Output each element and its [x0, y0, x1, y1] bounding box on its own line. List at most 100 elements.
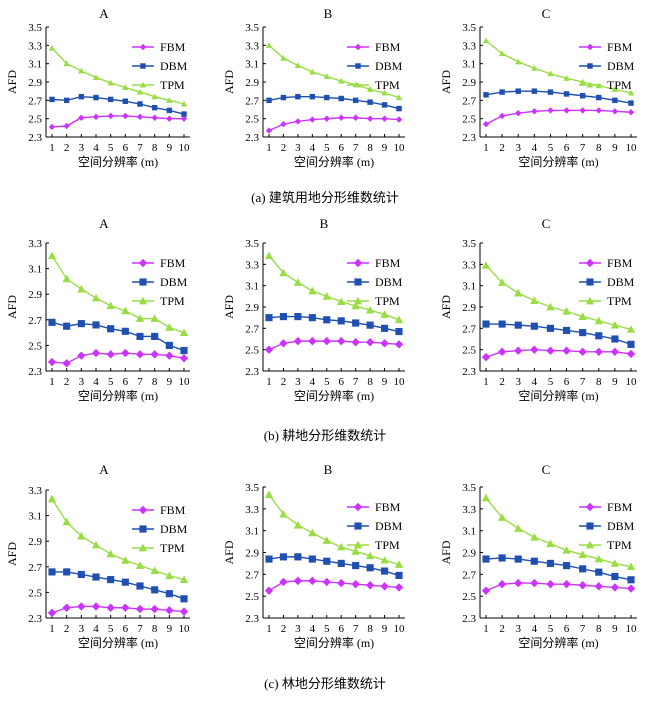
panel-a-a-point-tpm	[122, 84, 129, 91]
panel-a-c-point-fbm	[595, 107, 602, 114]
panel-b-b-y-tick-label: 2.3	[245, 366, 259, 378]
panel-a-c-x-tick-label: 3	[515, 142, 521, 154]
panel-b-c-y-tick-label: 3.5	[462, 238, 476, 250]
panel-a-b-legend-marker-fbm	[354, 43, 362, 51]
panel-b-b-y-tick-label: 2.7	[245, 323, 259, 335]
panel-a-a-point-fbm	[136, 113, 144, 121]
panel-a-b-y-tick-label: 2.5	[245, 114, 259, 126]
panel-c-c-y-tick-label: 3.3	[462, 504, 476, 516]
panel-c-b-y-tick-label: 3.3	[245, 504, 259, 516]
panel-a-c-y-axis-label: AFD	[439, 70, 453, 94]
panel-a-c-point-fbm	[547, 107, 554, 114]
panel-b-c-y-tick-label: 3.1	[462, 281, 476, 293]
panel-c-b-point-fbm	[264, 586, 274, 595]
panel-a-b-point-fbm	[265, 127, 273, 134]
panel-a-a-line-dbm	[51, 95, 185, 115]
panel-c-c-point-fbm	[562, 579, 571, 589]
panel-c-c-x-tick-label: 9	[612, 623, 618, 635]
panel-b-c-x-tick-label: 8	[596, 376, 602, 388]
panel-b-c-point-fbm	[514, 346, 523, 355]
panel-b-b-legend-label-fbm: FBM	[375, 256, 401, 270]
panel-a-c-point-fbm	[563, 107, 570, 114]
panel-c-b-point-tpm	[365, 551, 375, 560]
panel-a-a-line-fbm	[51, 115, 184, 128]
panel-a-c-legend-label-tpm: TPM	[607, 78, 632, 92]
panel-c-c-point-dbm	[530, 557, 538, 565]
panel-b-b-y-tick-label: 3.3	[245, 259, 259, 271]
panel-c-c-point-dbm	[482, 555, 490, 563]
panel-c-a-point-fbm	[91, 602, 101, 611]
panel-a-b-x-tick-label: 8	[367, 142, 373, 154]
panel-b-b-point-tpm	[322, 292, 331, 300]
panel-b-b-point-fbm	[293, 336, 303, 346]
panel-c-c-point-tpm	[546, 539, 555, 548]
panel-b-a-x-tick-label: 7	[137, 376, 143, 388]
panel-a-b-point-dbm	[266, 97, 272, 104]
panel-b-b-y-tick-label: 3.1	[245, 281, 259, 293]
panel-b-c-y-tick-label: 2.3	[462, 366, 476, 378]
panel-c-c-point-tpm	[594, 554, 603, 563]
panel-b-c-point-dbm	[482, 320, 490, 328]
panel-a-a-legend-label-tpm: TPM	[160, 78, 185, 92]
panel-a-b-point-tpm	[395, 94, 403, 101]
panel-b-a-x-tick-label: 5	[108, 376, 114, 388]
panel-b-a-x-tick-label: 2	[64, 376, 70, 388]
panel-a-b-point-fbm	[395, 116, 403, 123]
panel-b-b-x-tick-label: 3	[295, 376, 301, 388]
panel-c-c-point-tpm	[562, 546, 571, 554]
panel-c-c-point-dbm	[546, 559, 555, 567]
panel-c-a-x-tick-label: 5	[108, 623, 114, 635]
panel-c-a-point-fbm	[106, 603, 115, 612]
panel-c-a-y-axis-label: AFD	[5, 542, 19, 566]
panel-a-b-legend-marker-tpm	[354, 81, 362, 88]
panel-a-b-point-fbm	[366, 115, 374, 122]
panel-b-c-point-dbm	[579, 329, 587, 337]
panel-c-a-legend-marker-tpm	[138, 543, 148, 552]
panel-b-a-point-tpm	[135, 314, 145, 322]
panel-c-b-x-tick-label: 6	[338, 623, 344, 635]
panel-b-a-point-tpm	[91, 293, 101, 302]
panel-c-a-y-tick-label: 2.3	[28, 613, 42, 625]
panel-b-a-point-dbm	[165, 341, 173, 349]
panel-c-c-point-dbm	[514, 555, 522, 563]
panel-c-a-y-tick-label: 2.5	[28, 587, 42, 599]
panel-a-c-line-dbm	[485, 90, 632, 104]
panel-a-a-legend-label-dbm: DBM	[160, 59, 188, 73]
panel-b-a-legend-label-fbm: FBM	[160, 256, 186, 270]
panel-b-c-x-tick-label: 1	[483, 376, 489, 388]
panel-c-a-line-dbm	[52, 571, 185, 600]
panel-a-a-legend-marker-tpm	[139, 81, 147, 88]
panel-c-a-title: A	[99, 462, 109, 477]
panel-a-b-point-dbm	[324, 94, 330, 101]
panel-a-a-line-tpm	[51, 47, 185, 105]
panel-a-a-x-tick-label: 7	[137, 142, 143, 154]
panel-c-c-line-dbm	[485, 557, 632, 581]
panel-a-c-x-axis-label: 空间分辨率 (m)	[518, 154, 598, 169]
panel-a-c-point-fbm	[579, 107, 586, 114]
panel-a-a-point-tpm	[92, 74, 100, 80]
panel-b-b-x-tick-label: 7	[353, 376, 359, 388]
panel-c-a-point-dbm	[136, 582, 144, 590]
panel-b-c-legend-label-tpm: TPM	[607, 294, 632, 308]
panel-c-a-x-tick-label: 10	[179, 623, 191, 635]
panel-a-b-point-tpm	[265, 42, 273, 48]
panel-a-c-point-tpm	[611, 86, 619, 92]
panel-b-a-point-tpm	[62, 274, 71, 283]
panel-a-b-point-tpm	[338, 77, 345, 84]
panel-c-b-point-tpm	[308, 528, 317, 537]
panel-b-c-point-tpm	[594, 316, 603, 325]
panel-c-a-x-tick-label: 4	[93, 623, 99, 635]
panel-b-c-legend-marker-dbm	[586, 278, 594, 286]
panel-a-a-point-tpm	[166, 97, 173, 103]
panel-c-b-legend-label-fbm: FBM	[375, 500, 401, 514]
panel-b-a-point-tpm	[150, 314, 159, 322]
panel-c-a-point-dbm	[63, 568, 71, 576]
panel-b-c-x-tick-label: 2	[499, 376, 505, 388]
panel-c-c-point-dbm	[611, 572, 619, 581]
panel-b-c-point-tpm	[530, 296, 539, 304]
panel-b-b-y-tick-label: 3.5	[245, 238, 259, 250]
panel-c-a-point-dbm	[48, 568, 56, 576]
panel-a-a-point-dbm	[137, 101, 143, 107]
panel-a-b-x-tick-label: 1	[266, 142, 272, 154]
